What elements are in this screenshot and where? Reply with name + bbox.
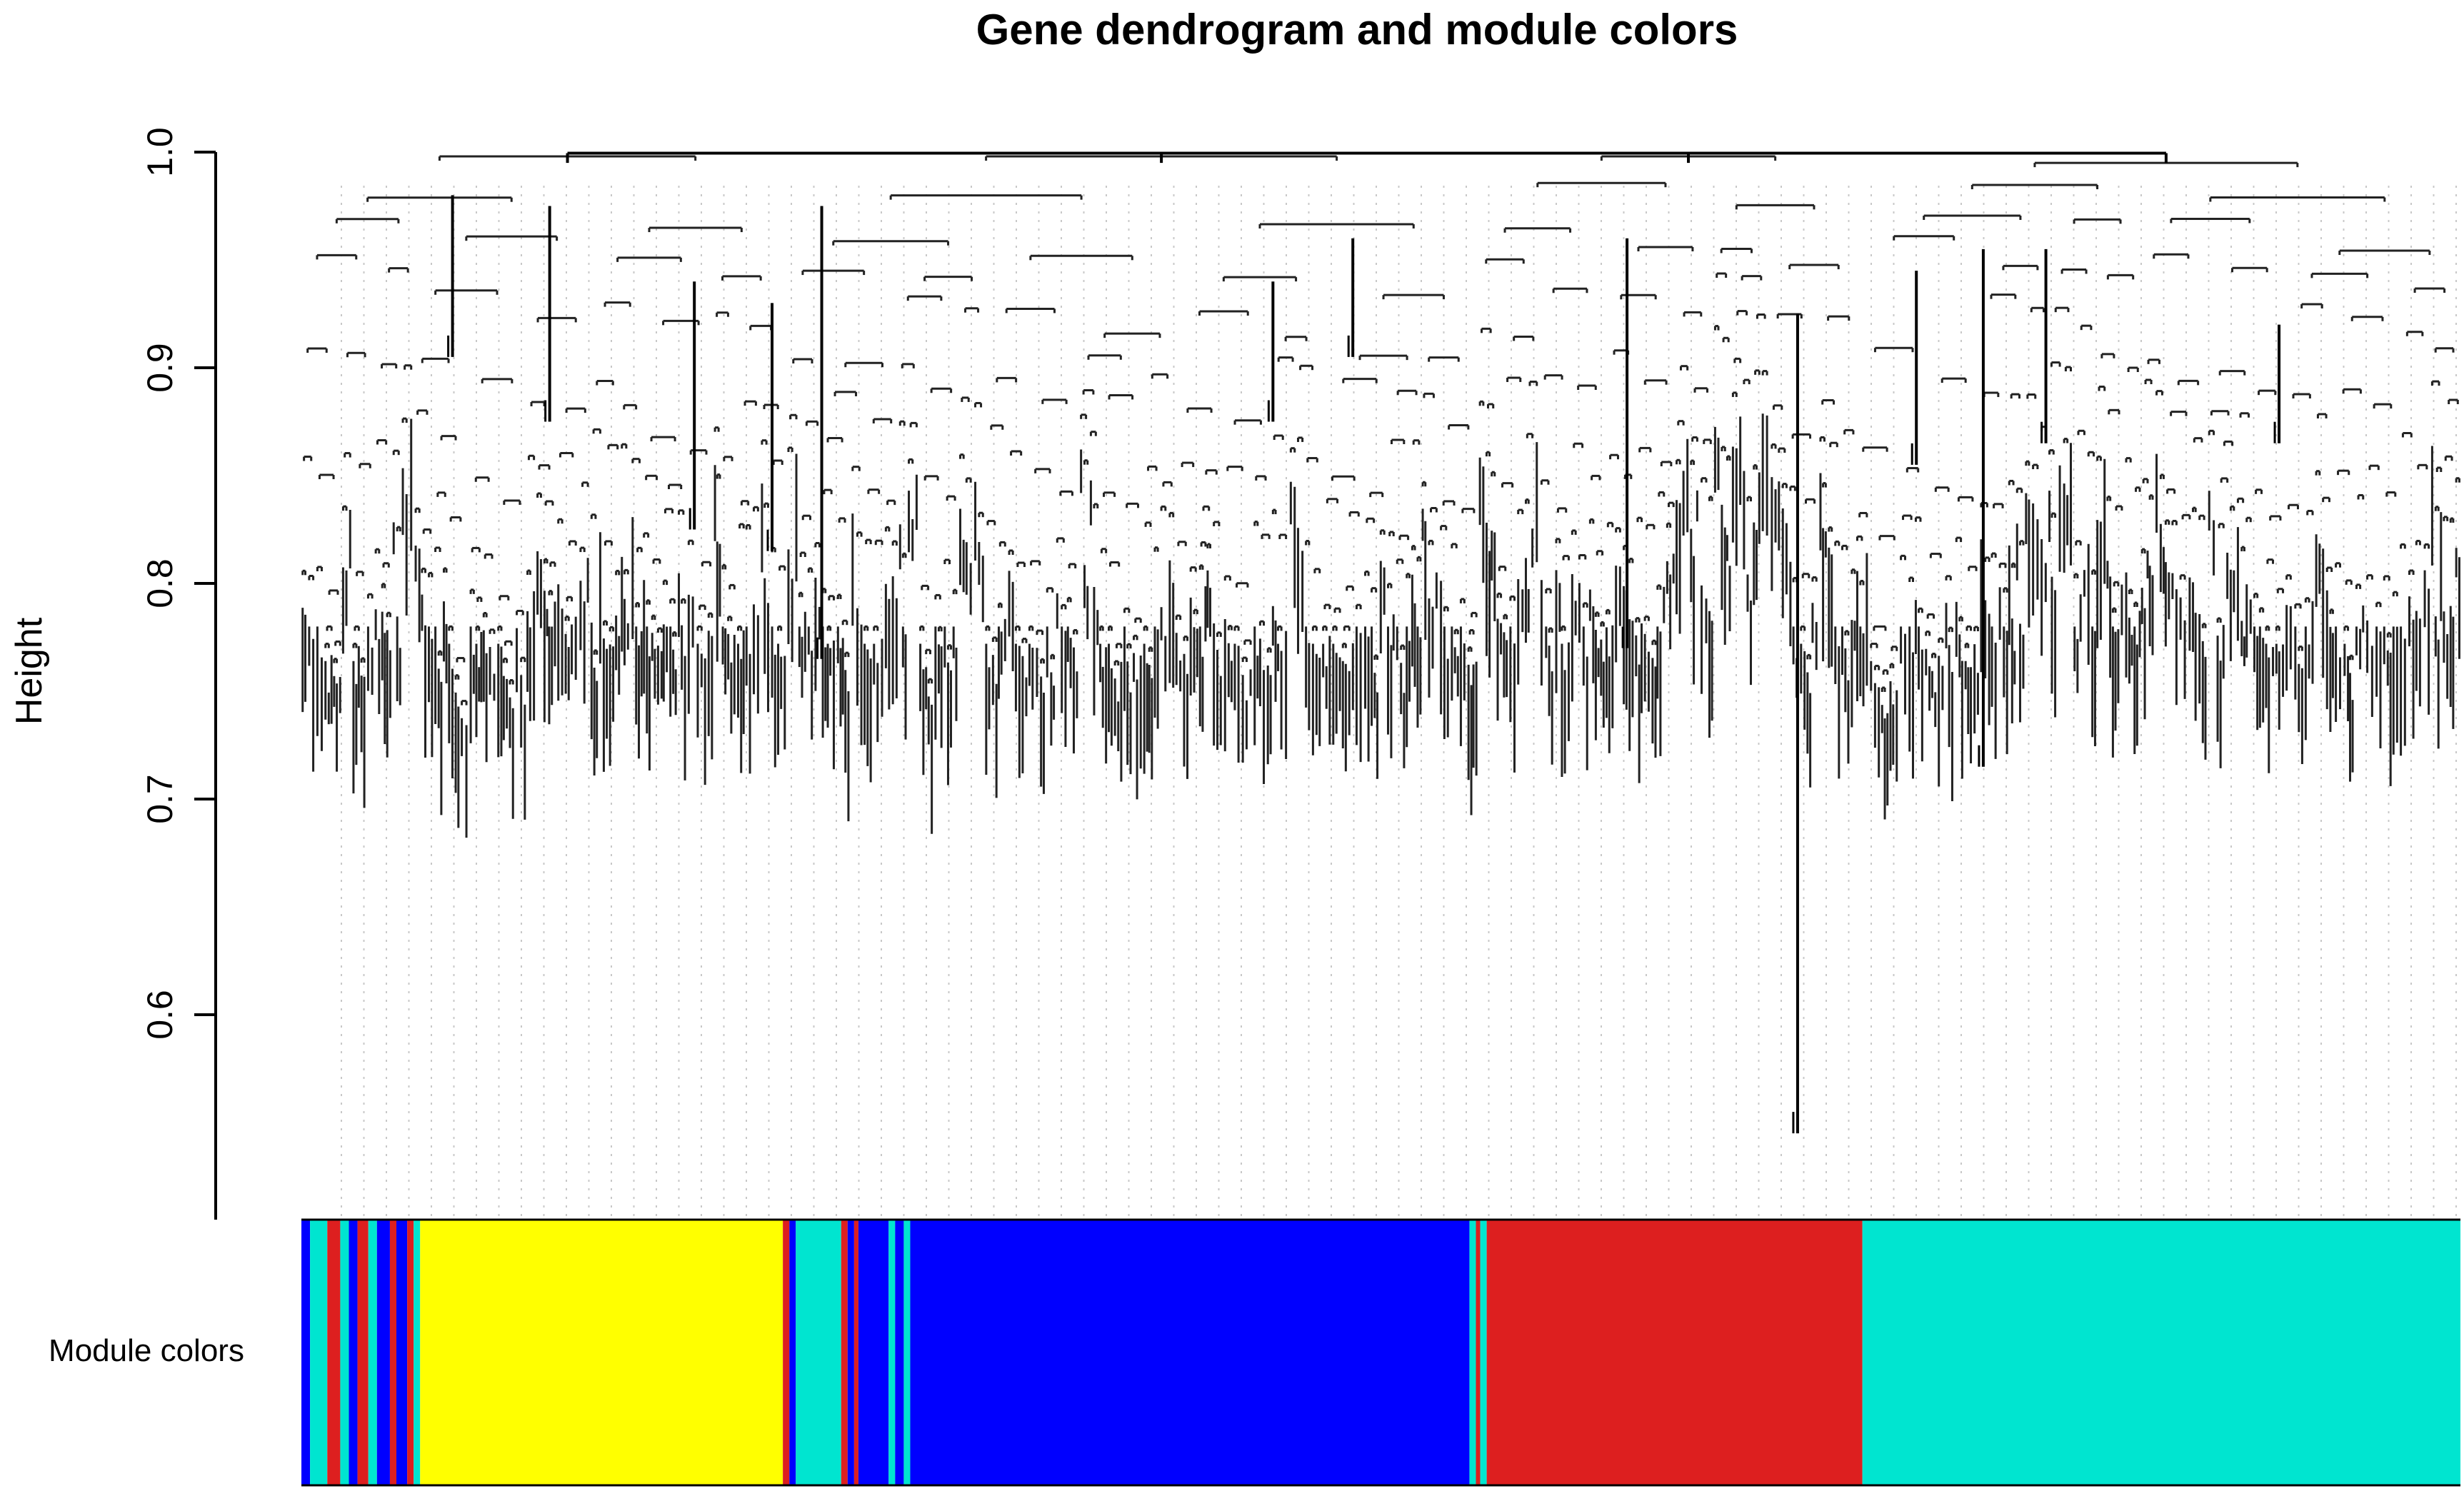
y-tick-label: 0.8 (140, 558, 180, 608)
y-tick-label: 0.6 (140, 990, 180, 1040)
y-tick-label: 1.0 (140, 127, 180, 177)
module-segment-red (357, 1220, 369, 1485)
chart-title: Gene dendrogram and module colors (976, 6, 1738, 54)
module-segment-red (1476, 1220, 1481, 1485)
module-segment-blue (847, 1220, 854, 1485)
module-segment-blue (376, 1220, 390, 1485)
module-segment-red (327, 1220, 341, 1485)
y-tick-label: 0.9 (140, 343, 180, 393)
module-color-bar (301, 1218, 2460, 1487)
module-segment-red (1486, 1220, 1863, 1485)
module-segment-turquoise (310, 1220, 328, 1485)
module-segment-turquoise (414, 1220, 421, 1485)
module-segment-blue (858, 1220, 889, 1485)
module-segment-turquoise (1469, 1220, 1476, 1485)
module-segment-turquoise (903, 1220, 911, 1485)
module-segment-blue (349, 1220, 358, 1485)
module-segment-red (407, 1220, 414, 1485)
module-colors-label: Module colors (49, 1333, 244, 1368)
y-tick-label: 0.7 (140, 774, 180, 824)
module-segment-red (841, 1220, 848, 1485)
module-segment-blue (910, 1220, 1470, 1485)
module-segment-red (853, 1220, 858, 1485)
module-segment-yellow (420, 1220, 783, 1485)
module-segment-turquoise (796, 1220, 841, 1485)
module-segment-blue (301, 1220, 311, 1485)
module-segment-turquoise (1480, 1220, 1487, 1485)
module-segment-blue (789, 1220, 796, 1485)
module-segment-blue (895, 1220, 904, 1485)
module-segment-red (783, 1220, 790, 1485)
y-axis-label: Height (9, 617, 50, 725)
module-segment-blue (396, 1220, 408, 1485)
dendrogram-tree (301, 151, 2460, 1134)
y-axis: 0.6 0.7 0.8 0.9 1.0 (140, 127, 217, 1220)
module-segment-red (389, 1220, 397, 1485)
module-segment-turquoise (1862, 1220, 2460, 1485)
module-segment-turquoise (368, 1220, 377, 1485)
module-segment-turquoise (340, 1220, 349, 1485)
module-segment-turquoise (888, 1220, 896, 1485)
